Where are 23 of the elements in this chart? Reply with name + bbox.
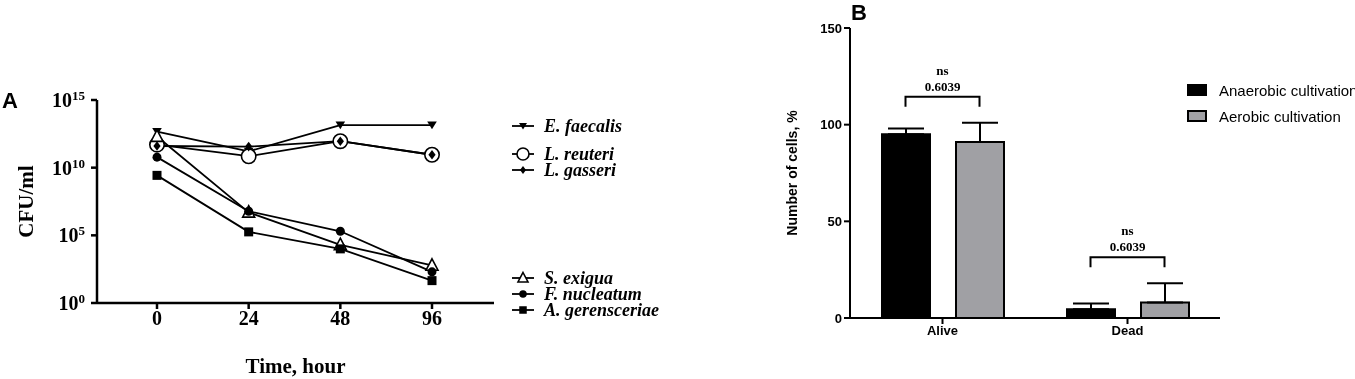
annotation: ns 0.6039 <box>1109 223 1146 255</box>
y-tick-label: 10$^{0}$ <box>58 290 85 314</box>
y-axis-title: CFU/ml <box>14 165 39 238</box>
x-tick-label: 0 <box>152 307 162 330</box>
legend-label: E. faecalis <box>544 115 622 137</box>
x-tick-label: 24 <box>238 307 259 330</box>
y-axis-title: Number of cells, % <box>783 109 800 236</box>
y-tick-label: 10$^{10}$ <box>52 155 85 179</box>
x-tick-label: Alive <box>926 323 959 339</box>
x-tick-label: 48 <box>330 307 351 330</box>
legend-label: A. gerensceriae <box>544 299 659 321</box>
y-tick-label: 100 <box>820 117 842 133</box>
legend-label: Aerobic cultivation <box>1219 107 1341 125</box>
x-tick-label: Dead <box>1111 323 1144 339</box>
y-tick-label: 10$^{15}$ <box>52 87 86 111</box>
annotation: ns 0.6039 <box>924 62 961 94</box>
x-axis-title: Time, hour <box>245 354 346 378</box>
y-tick-label: 10$^{5}$ <box>58 222 86 247</box>
chart-title: B <box>851 0 867 26</box>
x-tick-label: 96 <box>422 307 442 330</box>
chart-title: A <box>2 88 18 114</box>
y-tick-label: 150 <box>820 20 842 36</box>
y-tick-label: 50 <box>827 213 842 229</box>
